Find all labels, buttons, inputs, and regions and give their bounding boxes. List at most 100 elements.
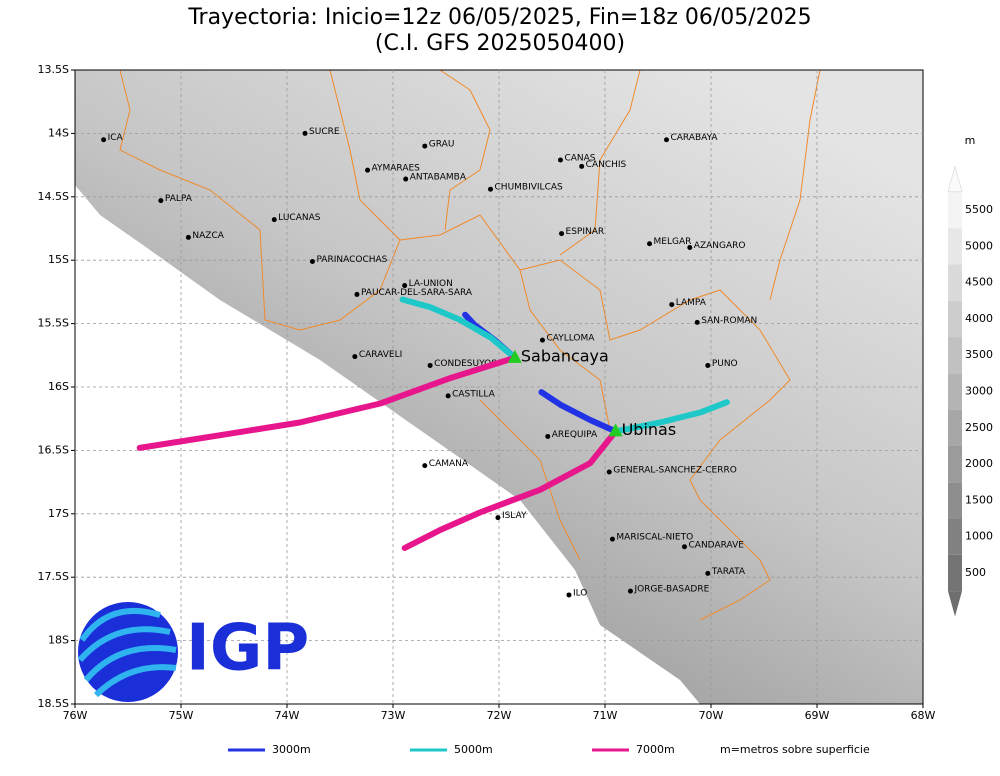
place-dot	[271, 217, 277, 223]
place-label: CANCHIS	[586, 160, 627, 170]
y-tick-label: 13.5S	[38, 63, 69, 76]
place-dot	[354, 291, 360, 297]
title: Trayectoria: Inicio=12z 06/05/2025, Fin=…	[187, 5, 811, 30]
colorbar-label: 4500	[965, 276, 993, 289]
place-label: CANDARAVE	[689, 540, 745, 550]
place-label: AZANGARO	[694, 241, 746, 251]
place-label: PAUCAR-DEL-SARA-SARA	[361, 288, 473, 298]
grid: 76W 75W 74W 73W 72W 71W 70W 69W 68W 13.5S 14S 14.5S…	[38, 63, 936, 722]
place-dot	[694, 319, 700, 325]
place-dot	[488, 186, 494, 192]
colorbar-label: 500	[965, 566, 986, 579]
place-label: LUCANAS	[278, 213, 320, 223]
place-dot	[352, 354, 358, 360]
place-label: CASTILLA	[452, 389, 496, 399]
place-label: NAZCA	[192, 231, 224, 241]
place-dot	[403, 176, 409, 182]
colorbar-label: 3500	[965, 348, 993, 361]
legend-label: 5000m	[454, 743, 493, 756]
place-dot	[422, 143, 428, 149]
place-dot	[445, 393, 451, 399]
place-label: ESPINAR	[566, 227, 605, 237]
place-dot	[495, 515, 501, 521]
colorbar-segment	[948, 264, 962, 301]
place-dot	[309, 258, 315, 264]
place-label: ILO	[573, 588, 587, 598]
place-dot	[101, 137, 107, 143]
place-label: CARAVELI	[359, 350, 402, 360]
y-tick-label: 14S	[48, 126, 69, 139]
x-tick-label: 74W	[275, 709, 300, 722]
colorbar-label: 5000	[965, 239, 993, 252]
place-dot	[559, 231, 565, 237]
place-label: LAMPA	[676, 298, 707, 308]
y-tick-label: 17.5S	[38, 570, 69, 583]
colorbar-segment	[948, 554, 962, 592]
colorbar-unit: m	[965, 134, 976, 147]
legend-label: 3000m	[272, 743, 311, 756]
volcano-label: Sabancaya	[521, 346, 609, 365]
place-label: MARISCAL-NIETO	[616, 533, 693, 543]
y-tick-label: 15S	[48, 253, 69, 266]
place-dot	[705, 362, 711, 368]
volcano-label: Ubinas	[622, 420, 677, 439]
colorbar-segment	[948, 300, 962, 338]
sources: Sabancaya Ubinas	[507, 346, 677, 439]
y-tick-label: 14.5S	[38, 190, 69, 203]
subtitle: (C.I. GFS 2025050400)	[375, 31, 625, 56]
colorbar-label: 2000	[965, 457, 993, 470]
place-dot	[606, 469, 612, 475]
place-dot	[647, 241, 653, 247]
colorbar-segment	[948, 191, 962, 229]
x-tick-label: 70W	[699, 709, 724, 722]
place-dot	[705, 570, 711, 576]
colorbar-label: 2500	[965, 421, 993, 434]
place-label: JORGE-BASADRE	[633, 585, 709, 595]
place-label: CARABAYA	[670, 133, 718, 143]
place-dot	[545, 433, 551, 439]
colorbar-label: 4000	[965, 312, 993, 325]
place-label: CANAS	[564, 154, 595, 164]
trajectory	[612, 399, 730, 435]
logo-text: IGP	[186, 612, 309, 686]
x-tick-label: 69W	[805, 709, 830, 722]
colorbar-segment	[948, 482, 962, 519]
x-tick-label: 72W	[487, 709, 512, 722]
place-label: PALPA	[165, 194, 193, 204]
x-tick-label: 76W	[63, 709, 88, 722]
place-dot	[627, 588, 633, 594]
colorbar-label: 1000	[965, 530, 993, 543]
x-tick-label: 68W	[911, 709, 936, 722]
place-dot	[609, 536, 615, 542]
volcano-marker	[507, 349, 522, 363]
x-tick-label: 75W	[169, 709, 194, 722]
place-label: LA-UNION	[409, 279, 453, 289]
trajectory	[399, 296, 518, 361]
place-dot	[557, 157, 563, 163]
colorbar-segment	[948, 445, 962, 483]
place-label: CAYLLOMA	[546, 334, 595, 344]
y-tick-label: 18S	[48, 634, 69, 647]
y-tick-label: 18.5S	[38, 697, 69, 710]
place-dot	[566, 592, 572, 598]
place-dot	[185, 234, 191, 240]
place-label: CAMANA	[429, 459, 469, 469]
colorbar-label: 5500	[965, 203, 993, 216]
place-label: ICA	[108, 133, 124, 143]
colorbar-end	[947, 165, 963, 193]
y-tick-label: 16.5S	[38, 443, 69, 456]
place-label: SUCRE	[309, 127, 340, 137]
place-label: AYMARAES	[372, 164, 421, 174]
place-label: SAN-ROMAN	[701, 316, 757, 326]
place-label: CHUMBIVILCAS	[495, 183, 563, 193]
trajectories	[136, 296, 730, 551]
place-dot	[422, 463, 428, 469]
colorbar-segment	[948, 337, 962, 374]
colorbar-end	[948, 591, 962, 617]
place-label: ISLAY	[502, 511, 527, 521]
place-label: GRAU	[429, 140, 455, 150]
place-dot	[302, 130, 308, 136]
legend-note: m=metros sobre superficie	[720, 743, 870, 756]
place-dot	[365, 167, 371, 173]
